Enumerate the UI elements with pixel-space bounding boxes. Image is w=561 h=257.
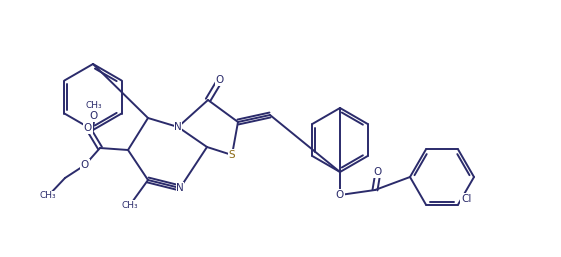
Text: O: O bbox=[81, 160, 89, 170]
Text: Cl: Cl bbox=[461, 194, 471, 204]
Text: S: S bbox=[229, 150, 235, 160]
Text: N: N bbox=[176, 183, 184, 193]
Text: N: N bbox=[174, 122, 182, 132]
Text: O: O bbox=[216, 75, 224, 85]
Text: O: O bbox=[84, 123, 92, 133]
Text: O: O bbox=[90, 111, 98, 121]
Text: CH₃: CH₃ bbox=[86, 100, 102, 109]
Text: CH₃: CH₃ bbox=[122, 200, 139, 209]
Text: O: O bbox=[374, 167, 382, 177]
Text: O: O bbox=[336, 190, 344, 200]
Text: CH₃: CH₃ bbox=[40, 191, 56, 200]
